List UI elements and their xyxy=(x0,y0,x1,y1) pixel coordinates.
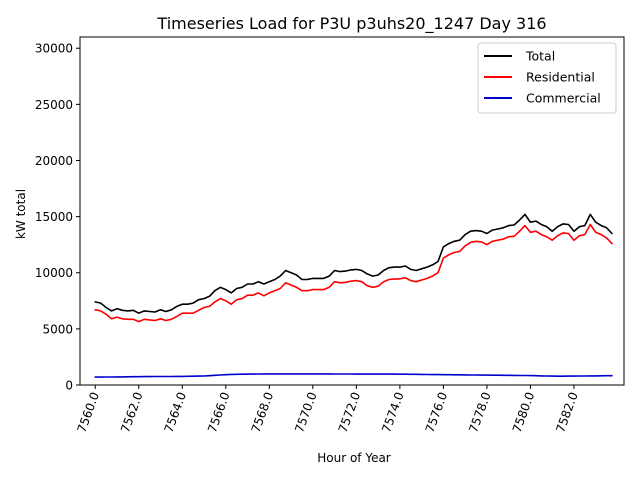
y-tick-label: 5000 xyxy=(42,322,73,336)
x-tick-label: 7582.0 xyxy=(553,390,581,434)
series-layer xyxy=(94,213,613,378)
x-axis: 7560.0 7562.0 7564.0 7566.0 7568.0 7570.0 7572… xyxy=(75,385,581,434)
axes-frame xyxy=(79,36,625,386)
x-axis-label: Hour of Year xyxy=(317,451,391,465)
x-tick-label: 7562.0 xyxy=(118,390,146,434)
y-axis: 0 5000 10000 15000 20000 25000 30000 xyxy=(35,42,80,393)
x-tick-label: 7578.0 xyxy=(466,390,494,434)
x-tick-label: 7560.0 xyxy=(75,390,103,434)
legend-label-commercial: Commercial xyxy=(526,91,601,106)
x-tick-label: 7566.0 xyxy=(205,390,233,434)
x-tick-label: 7564.0 xyxy=(162,390,190,434)
y-axis-label: kW total xyxy=(14,189,28,239)
x-tick-label: 7574.0 xyxy=(379,390,407,434)
series-line-total xyxy=(94,213,613,315)
y-tick-label: 10000 xyxy=(35,266,73,280)
x-tick-label: 7572.0 xyxy=(336,390,364,434)
y-tick-label: 0 xyxy=(65,379,73,393)
legend-box xyxy=(477,42,617,114)
y-tick-label: 15000 xyxy=(35,210,73,224)
legend-label-residential: Residential xyxy=(526,70,595,85)
y-tick-label: 30000 xyxy=(35,42,73,56)
series-line-commercial xyxy=(94,373,613,378)
x-tick-label: 7576.0 xyxy=(423,390,451,434)
x-tick-label: 7570.0 xyxy=(292,390,320,434)
legend-label-total: Total xyxy=(525,49,555,64)
y-tick-label: 20000 xyxy=(35,154,73,168)
x-tick-label: 7580.0 xyxy=(510,390,538,434)
legend: Total Residential Commercial xyxy=(477,42,617,114)
x-tick-label: 7568.0 xyxy=(249,390,277,434)
y-tick-label: 25000 xyxy=(35,98,73,112)
chart-title: Timeseries Load for P3U p3uhs20_1247 Day… xyxy=(156,14,546,34)
series-line-residential xyxy=(94,223,613,323)
